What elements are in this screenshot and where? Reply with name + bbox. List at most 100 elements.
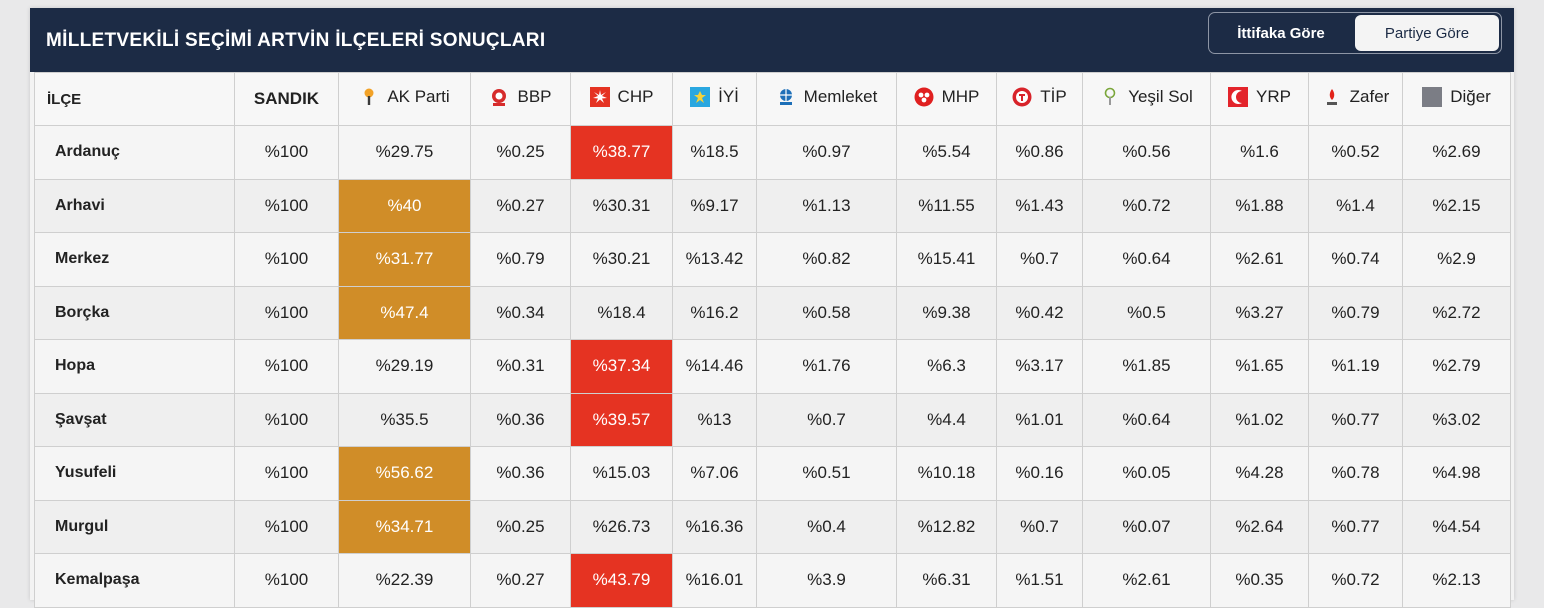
vote-share-cell: %18.5 xyxy=(672,125,757,180)
vote-share-cell: %0.56 xyxy=(1082,125,1211,180)
vote-share-cell: %30.31 xyxy=(570,178,673,233)
vote-share-cell: %0.52 xyxy=(1308,125,1403,180)
vote-share-cell: %29.75 xyxy=(338,125,471,180)
view-toggle: İttifaka Göre Partiye Göre xyxy=(1208,12,1502,54)
vote-share-cell: %1.51 xyxy=(996,553,1083,608)
party-label: AK Parti xyxy=(387,86,450,106)
vote-share-cell: %30.21 xyxy=(570,232,673,287)
vote-share-cell: %0.5 xyxy=(1082,285,1211,340)
vote-share-cell: %3.02 xyxy=(1402,392,1511,447)
vote-share-cell: %4.54 xyxy=(1402,499,1511,554)
party-label: CHP xyxy=(617,86,654,106)
vote-share-cell: %10.18 xyxy=(896,446,997,501)
party-label: MHP xyxy=(941,86,980,106)
vote-share-cell: %22.39 xyxy=(338,553,471,608)
vote-share-cell: %15.41 xyxy=(896,232,997,287)
vote-share-cell: %2.72 xyxy=(1402,285,1511,340)
party-label: Yeşil Sol xyxy=(1128,86,1193,106)
vote-share-cell: %0.74 xyxy=(1308,232,1403,287)
ballot-percentage: %100 xyxy=(234,178,339,233)
ballot-percentage: %100 xyxy=(234,392,339,447)
vote-share-cell: %0.82 xyxy=(756,232,897,287)
yrp-logo-icon xyxy=(1228,86,1249,107)
vote-share-cell: %4.4 xyxy=(896,392,997,447)
vote-share-cell: %0.42 xyxy=(996,285,1083,340)
mhp-logo-icon xyxy=(914,87,934,106)
district-name: Ardanuç xyxy=(34,125,235,180)
vote-share-cell: %13 xyxy=(672,392,757,447)
winner-cell: %47.4 xyxy=(338,285,471,340)
vote-share-cell: %0.07 xyxy=(1082,499,1211,554)
vote-share-cell: %1.65 xyxy=(1210,339,1309,394)
ballot-percentage: %100 xyxy=(234,285,339,340)
party-label: Zafer xyxy=(1349,86,1390,106)
alliance-view-button[interactable]: İttifaka Göre xyxy=(1237,24,1325,42)
vote-share-cell: %35.5 xyxy=(338,392,471,447)
vote-share-cell: %6.31 xyxy=(896,553,997,608)
vote-share-cell: %13.42 xyxy=(672,232,757,287)
vote-share-cell: %0.97 xyxy=(756,125,897,180)
vote-share-cell: %0.77 xyxy=(1308,392,1403,447)
vote-share-cell: %0.25 xyxy=(470,125,571,180)
vote-share-cell: %0.25 xyxy=(470,499,571,554)
column-header-memleket: Memleket xyxy=(756,72,897,126)
table-header-row: İLÇE SANDIK AK Parti BBP CHP xyxy=(34,72,1511,126)
column-header-ak-parti: AK Parti xyxy=(338,72,471,126)
party-label: TİP xyxy=(1040,86,1067,106)
table-row: Murgul %100 %34.71 %0.25 %26.73 %16.36 %0.4 %12… xyxy=(34,499,1511,554)
vote-share-cell: %4.28 xyxy=(1210,446,1309,501)
vote-share-cell: %2.15 xyxy=(1402,178,1511,233)
winner-cell: %39.57 xyxy=(570,392,673,447)
column-header-zafer: Zafer xyxy=(1308,72,1403,126)
zafer-logo-icon xyxy=(1326,88,1337,105)
ballot-percentage: %100 xyxy=(234,446,339,501)
vote-share-cell: %0.27 xyxy=(470,553,571,608)
vote-share-cell: %0.58 xyxy=(756,285,897,340)
tip-logo-icon xyxy=(1012,87,1032,106)
vote-share-cell: %5.54 xyxy=(896,125,997,180)
vote-share-cell: %12.82 xyxy=(896,499,997,554)
vote-share-cell: %0.31 xyxy=(470,339,571,394)
vote-share-cell: %0.7 xyxy=(756,392,897,447)
vote-share-cell: %9.17 xyxy=(672,178,757,233)
results-table: İLÇE SANDIK AK Parti BBP CHP xyxy=(34,72,1511,608)
vote-share-cell: %0.34 xyxy=(470,285,571,340)
vote-share-cell: %3.27 xyxy=(1210,285,1309,340)
table-row: Yusufeli %100 %56.62 %0.36 %15.03 %7.06 %0.51%… xyxy=(34,446,1511,501)
vote-share-cell: %1.76 xyxy=(756,339,897,394)
winner-cell: %43.79 xyxy=(570,553,673,608)
vote-share-cell: %7.06 xyxy=(672,446,757,501)
winner-cell: %56.62 xyxy=(338,446,471,501)
vote-share-cell: %2.61 xyxy=(1082,553,1211,608)
table-row: Borçka %100 %47.4 %0.34 %18.4 %16.2 %0.58 %9.38… xyxy=(34,285,1511,340)
vote-share-cell: %0.77 xyxy=(1308,499,1403,554)
ballot-percentage: %100 xyxy=(234,125,339,180)
vote-share-cell: %0.16 xyxy=(996,446,1083,501)
vote-share-cell: %15.03 xyxy=(570,446,673,501)
district-name: Arhavi xyxy=(34,178,235,233)
party-view-button[interactable]: Partiye Göre xyxy=(1355,15,1499,51)
vote-share-cell: %0.72 xyxy=(1308,553,1403,608)
vote-share-cell: %1.43 xyxy=(996,178,1083,233)
memleket-logo-icon xyxy=(779,88,792,105)
results-panel: MİLLETVEKİLİ SEÇİMİ ARTVİN İLÇELERİ SONU… xyxy=(30,8,1514,608)
vote-share-cell: %0.72 xyxy=(1082,178,1211,233)
vote-share-cell: %1.13 xyxy=(756,178,897,233)
vote-share-cell: %0.79 xyxy=(1308,285,1403,340)
table-row: Kemalpaşa %100 %22.39 %0.27 %43.79 %16.01 %3.9… xyxy=(34,553,1511,608)
vote-share-cell: %0.51 xyxy=(756,446,897,501)
vote-share-cell: %1.19 xyxy=(1308,339,1403,394)
vote-share-cell: %2.64 xyxy=(1210,499,1309,554)
vote-share-cell: %1.88 xyxy=(1210,178,1309,233)
vote-share-cell: %0.36 xyxy=(470,446,571,501)
vote-share-cell: %0.4 xyxy=(756,499,897,554)
vote-share-cell: %1.02 xyxy=(1210,392,1309,447)
vote-share-cell: %16.01 xyxy=(672,553,757,608)
column-header-yesil-sol: Yeşil Sol xyxy=(1082,72,1211,126)
district-name: Merkez xyxy=(34,232,235,287)
vote-share-cell: %1.4 xyxy=(1308,178,1403,233)
winner-cell: %37.34 xyxy=(570,339,673,394)
winner-cell: %34.71 xyxy=(338,499,471,554)
column-header-bbp: BBP xyxy=(470,72,571,126)
ak-parti-logo-icon xyxy=(364,88,374,105)
